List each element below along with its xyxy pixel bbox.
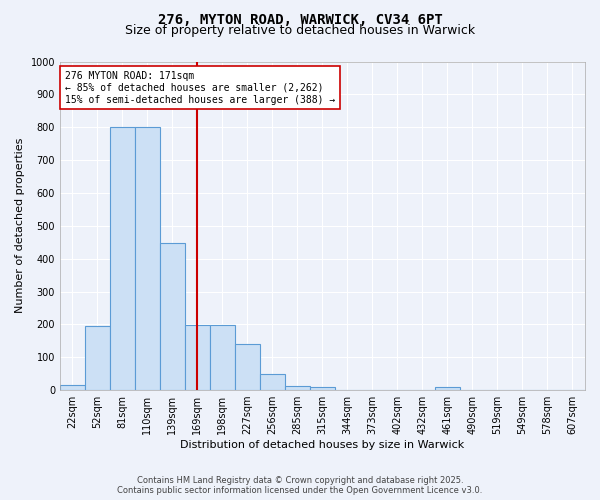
Bar xyxy=(235,344,260,390)
Bar xyxy=(210,326,235,390)
Y-axis label: Number of detached properties: Number of detached properties xyxy=(15,138,25,314)
Text: 276 MYTON ROAD: 171sqm
← 85% of detached houses are smaller (2,262)
15% of semi-: 276 MYTON ROAD: 171sqm ← 85% of detached… xyxy=(65,72,335,104)
Bar xyxy=(310,387,335,390)
Text: 276, MYTON ROAD, WARWICK, CV34 6PT: 276, MYTON ROAD, WARWICK, CV34 6PT xyxy=(158,12,442,26)
Bar xyxy=(435,387,460,390)
X-axis label: Distribution of detached houses by size in Warwick: Distribution of detached houses by size … xyxy=(181,440,464,450)
Bar xyxy=(135,127,160,390)
Bar xyxy=(185,326,210,390)
Bar xyxy=(60,385,85,390)
Bar xyxy=(110,127,135,390)
Text: Contains HM Land Registry data © Crown copyright and database right 2025.
Contai: Contains HM Land Registry data © Crown c… xyxy=(118,476,482,495)
Bar xyxy=(260,374,285,390)
Bar xyxy=(285,386,310,390)
Bar xyxy=(85,326,110,390)
Bar xyxy=(160,243,185,390)
Text: Size of property relative to detached houses in Warwick: Size of property relative to detached ho… xyxy=(125,24,475,37)
